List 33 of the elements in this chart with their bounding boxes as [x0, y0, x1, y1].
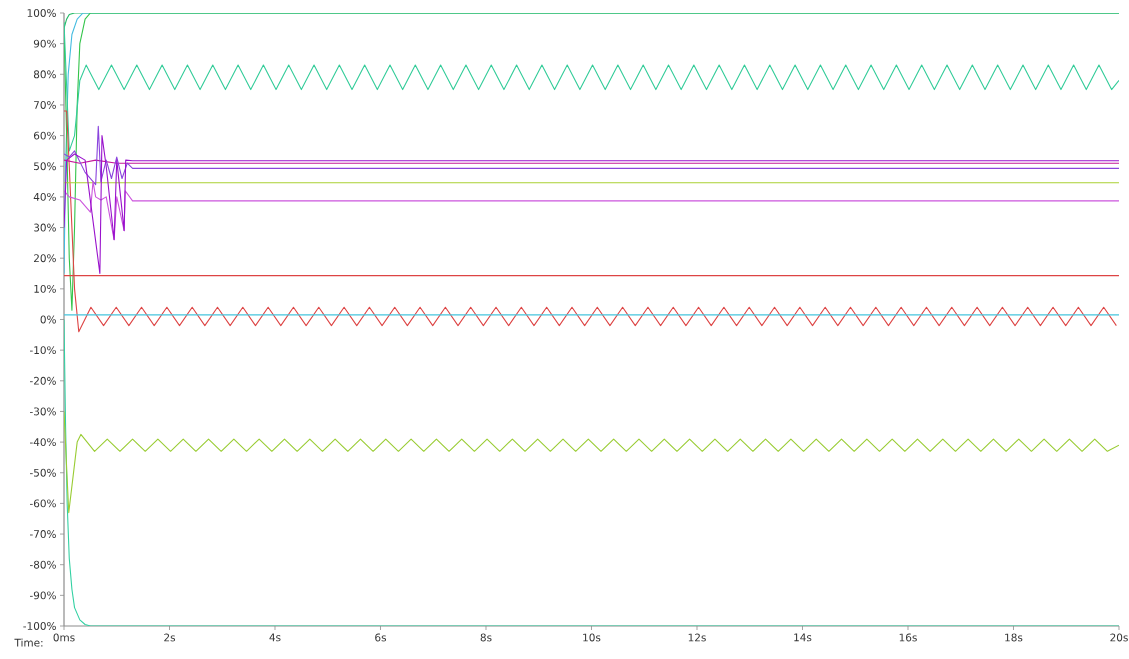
x-tick-label: 10s [583, 633, 601, 642]
x-tick-label: 16s [899, 633, 917, 642]
x-tick-label: 12s [688, 633, 706, 642]
y-tick-label: 40% [33, 192, 56, 201]
x-tick-label: 18s [1005, 633, 1023, 642]
y-tick-label: 60% [33, 131, 56, 140]
x-tick-label: 20s [1110, 633, 1128, 642]
y-tick-label: 90% [33, 39, 56, 48]
y-tick-label: -10% [29, 346, 56, 355]
y-tick-label: -100% [23, 622, 56, 630]
y-tick-label: 70% [34, 100, 56, 109]
x-tick-label: 0ms [53, 633, 75, 642]
y-tick-label: 100% [27, 9, 56, 17]
y-tick-label: -90% [29, 591, 56, 600]
y-tick-label: -40% [29, 438, 56, 447]
y-tick-label: 20% [33, 254, 56, 263]
y-tick-label: -60% [29, 499, 56, 508]
y-tick-label: -80% [29, 560, 56, 569]
y-tick-label: 30% [34, 223, 56, 232]
x-tick-label: 6s [375, 633, 387, 642]
x-axis-title: Time: [14, 638, 43, 647]
y-tick-label: -30% [29, 407, 56, 416]
y-tick-label: 50% [34, 162, 56, 171]
x-tick-label: 14s [794, 633, 812, 642]
y-tick-label: -50% [29, 468, 56, 477]
y-tick-label: 0% [40, 315, 56, 324]
y-tick-label: -70% [29, 530, 56, 538]
y-tick-label: -20% [29, 376, 56, 385]
x-tick-label: 4s [269, 633, 281, 642]
y-tick-label: 80% [33, 70, 56, 79]
x-tick-label: 8s [480, 633, 492, 642]
x-tick-label: 2s [164, 633, 176, 642]
y-tick-label: 10% [34, 284, 56, 293]
